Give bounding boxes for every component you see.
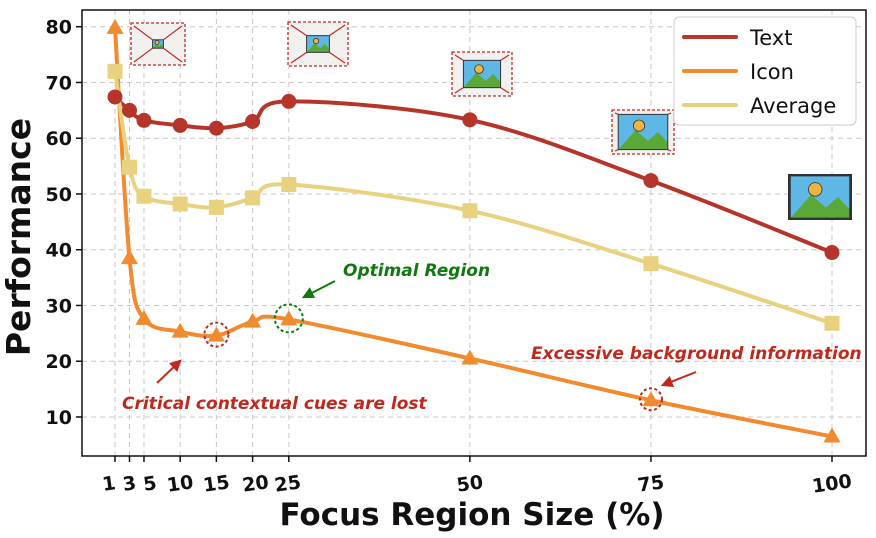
x-axis-label: Focus Region Size (%) xyxy=(280,497,665,533)
data-point-icon xyxy=(461,349,479,365)
data-point-icon xyxy=(642,391,660,407)
series-markers xyxy=(106,18,841,443)
legend-label-icon: Icon xyxy=(750,60,794,84)
data-point-average xyxy=(208,199,224,215)
y-axis-label: Performance xyxy=(0,118,38,356)
x-axis-ticks: 1 3 5 10 15 20 25 50 75 100 xyxy=(101,456,853,498)
data-point-average xyxy=(245,190,261,206)
data-point-icon xyxy=(135,309,153,325)
data-point-text xyxy=(824,245,840,261)
data-point-icon xyxy=(120,249,138,265)
annotation-highlight-circle xyxy=(203,321,230,348)
y-tick-label: 30 xyxy=(46,295,72,317)
x-tick-label: 25 xyxy=(273,471,302,496)
y-axis-ticks: 10 20 30 40 50 60 70 80 xyxy=(46,17,82,429)
x-tick-label: 10 xyxy=(166,471,195,496)
data-point-icon xyxy=(171,322,189,338)
data-point-text xyxy=(643,173,659,189)
legend-box xyxy=(673,16,857,126)
y-tick-label: 60 xyxy=(46,128,72,150)
annotation-optimal-region: Optimal Region xyxy=(343,261,490,281)
y-tick-label: 40 xyxy=(46,240,72,262)
x-tick-label: 75 xyxy=(636,471,665,496)
data-point-average xyxy=(172,196,188,212)
data-point-text xyxy=(121,102,137,118)
annotation-shapes xyxy=(156,280,697,412)
focus-region-thumbnail-icon xyxy=(788,174,852,220)
data-point-icon xyxy=(280,310,298,326)
y-tick-label: 50 xyxy=(46,184,72,206)
y-tick-label: 80 xyxy=(46,17,72,39)
x-tick-label: 20 xyxy=(241,471,270,496)
y-tick-label: 70 xyxy=(46,72,72,94)
x-tick-label: 15 xyxy=(202,471,231,496)
data-point-text xyxy=(208,120,224,136)
data-point-text xyxy=(136,112,152,128)
data-point-average xyxy=(121,159,137,175)
y-tick-label: 10 xyxy=(46,407,72,429)
data-point-average xyxy=(281,176,297,192)
data-point-average xyxy=(462,203,478,219)
data-point-icon xyxy=(823,427,841,443)
focus-region-thumbnail-icon xyxy=(130,22,186,66)
annotations: Optimal Region Critical contextual cues … xyxy=(122,261,862,414)
data-point-icon xyxy=(244,312,262,328)
data-point-icon xyxy=(106,18,124,34)
data-point-text xyxy=(245,114,261,129)
data-point-average xyxy=(136,188,152,204)
data-point-average xyxy=(824,315,840,331)
x-tick-label: 50 xyxy=(455,471,484,496)
data-point-text xyxy=(281,93,297,109)
data-point-icon xyxy=(207,326,225,342)
focus-region-thumbnail-icon xyxy=(611,109,675,155)
x-tick-label: 3 xyxy=(121,472,137,496)
data-point-text xyxy=(172,117,188,133)
legend-label-average: Average xyxy=(750,94,836,118)
annotation-highlight-circle xyxy=(273,303,304,334)
annotation-arrow xyxy=(660,371,697,388)
legend: Text Icon Average xyxy=(673,16,857,126)
data-point-average xyxy=(107,63,123,79)
x-tick-label: 5 xyxy=(142,472,158,496)
x-tick-label: 100 xyxy=(811,470,853,497)
annotation-highlight-circle xyxy=(638,387,663,412)
legend-label-text: Text xyxy=(749,26,792,50)
annotation-arrow xyxy=(301,280,336,299)
plot-frame xyxy=(81,9,867,457)
y-tick-label: 20 xyxy=(46,351,72,373)
focus-region-thumbnails xyxy=(130,21,852,220)
data-point-text xyxy=(107,89,123,105)
annotation-contextual-cues-lost: Critical contextual cues are lost xyxy=(122,394,428,414)
data-point-average xyxy=(643,256,659,272)
focus-region-thumbnail-icon xyxy=(451,51,513,97)
focus-region-thumbnail-icon xyxy=(287,21,349,67)
x-tick-label: 1 xyxy=(101,472,117,496)
data-point-text xyxy=(462,112,478,128)
annotation-excessive-background: Excessive background information xyxy=(531,344,862,364)
annotation-arrow xyxy=(156,359,182,384)
